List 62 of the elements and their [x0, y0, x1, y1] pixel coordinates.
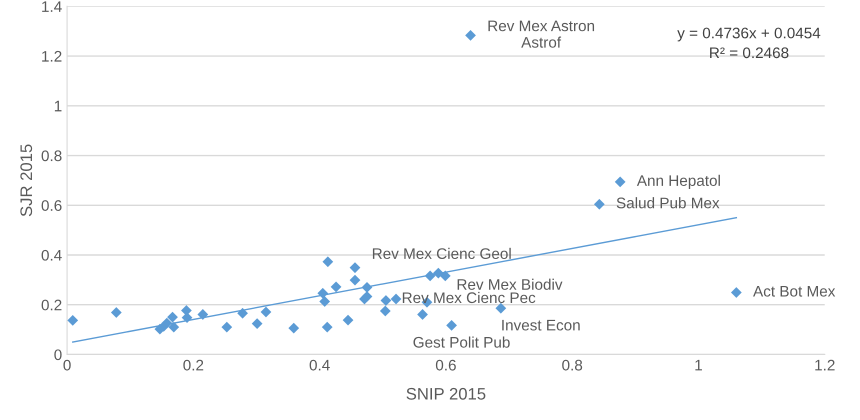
- x-tick-label: 0.8: [562, 360, 582, 371]
- annotation: Ann Hepatol: [636, 174, 720, 190]
- annotation: Rev Mex Biodiv: [458, 278, 562, 290]
- point: [288, 322, 300, 334]
- annotation: Rev Mex Astron Astrof: [488, 20, 594, 48]
- point: [350, 274, 360, 286]
- point: [380, 295, 392, 306]
- y-tick-label: 0.2: [42, 300, 62, 310]
- point: [342, 314, 354, 326]
- point: [350, 262, 360, 274]
- point: [317, 288, 328, 299]
- point: [594, 198, 605, 210]
- annotation: Invest Econ: [502, 320, 580, 331]
- point: [67, 315, 78, 326]
- x-tick-label: 0.2: [183, 360, 204, 371]
- point: [322, 322, 333, 333]
- point: [182, 312, 192, 324]
- point: [446, 320, 457, 331]
- point: [221, 322, 232, 333]
- point: [322, 256, 334, 268]
- y-axis-title: SJR 2015: [20, 144, 32, 216]
- point: [197, 309, 208, 320]
- x-tick-label: 1: [695, 360, 702, 370]
- y-tick-label: 0.4: [42, 250, 62, 261]
- y-tick-label: 1: [54, 100, 62, 112]
- y-tick-label: 0: [54, 349, 62, 360]
- point: [330, 281, 342, 292]
- point: [390, 294, 402, 304]
- y-tick-label: 1.2: [42, 50, 62, 62]
- point: [161, 318, 172, 329]
- annotation: Act Bot Mex: [753, 286, 836, 297]
- point: [465, 30, 476, 41]
- x-tick-label: 0.4: [310, 360, 330, 371]
- y-tick-label: 0.6: [42, 200, 62, 211]
- y-tick-label: 1.4: [42, 1, 62, 12]
- x-tick-label: 1.2: [815, 360, 835, 370]
- point: [417, 309, 428, 320]
- point: [319, 296, 330, 307]
- point: [168, 322, 180, 333]
- point: [730, 287, 742, 298]
- annotation: Salud Pub Mex: [616, 197, 720, 208]
- point: [432, 268, 444, 279]
- point: [614, 176, 626, 188]
- y-tick-label: 0.8: [42, 150, 62, 162]
- point: [424, 270, 436, 282]
- point: [252, 318, 263, 330]
- point: [495, 302, 506, 314]
- annotation: y = 0.4736x + 0.0454 R² = 0.2468: [677, 28, 820, 58]
- point: [362, 291, 372, 302]
- x-tick-label: 0.6: [436, 360, 456, 371]
- point: [440, 270, 451, 282]
- point: [362, 282, 372, 293]
- x-tick-label: 0: [63, 360, 71, 371]
- point: [110, 307, 122, 318]
- point: [380, 306, 391, 316]
- annotation: Rev Mex Cienc Geol: [372, 248, 511, 260]
- annotation: Gest Polit Pub: [413, 336, 510, 348]
- point: [260, 306, 272, 318]
- point: [237, 308, 248, 319]
- x-axis-title: SNIP 2015: [406, 388, 486, 400]
- annotation: Rev Mex Cienc Pec: [402, 292, 536, 304]
- point: [167, 312, 178, 323]
